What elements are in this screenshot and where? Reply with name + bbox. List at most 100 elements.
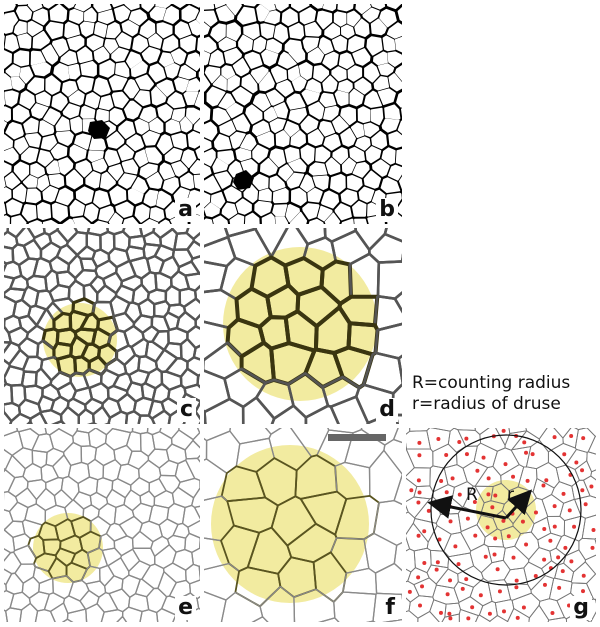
cell <box>5 455 25 477</box>
cell <box>409 596 434 619</box>
cell <box>197 593 200 614</box>
cell-center-dot <box>512 556 516 560</box>
cell-center-dot <box>475 469 479 473</box>
cell <box>505 431 527 450</box>
cell <box>364 533 397 573</box>
cell <box>342 25 354 37</box>
cell <box>155 545 176 569</box>
cell-center-dot <box>409 488 413 492</box>
cell <box>205 399 244 424</box>
cell <box>67 232 87 255</box>
cell <box>18 34 31 48</box>
cell <box>10 592 30 610</box>
cell-center-dot <box>557 586 561 590</box>
cell-center-dot <box>543 583 547 587</box>
cell <box>582 515 596 539</box>
cell <box>183 505 200 527</box>
cell <box>204 428 231 441</box>
cell <box>406 449 433 468</box>
cell <box>418 612 442 623</box>
cell <box>124 490 141 511</box>
cell <box>90 492 107 509</box>
cell <box>53 204 68 222</box>
cell-center-dot <box>422 561 426 565</box>
cell-mosaic-e <box>4 428 200 622</box>
cell-center-dot <box>561 569 565 573</box>
cell-center-dot <box>572 525 576 529</box>
cell-center-dot <box>418 491 422 495</box>
cell <box>29 592 49 611</box>
cell-center-dot <box>584 502 588 506</box>
cell-center-dot <box>418 603 422 607</box>
cell-center-dot <box>451 476 455 480</box>
cell <box>79 409 94 424</box>
cell-center-dot <box>504 462 508 466</box>
cell-center-dot <box>436 560 440 564</box>
cell-center-dot <box>453 544 457 548</box>
cell-center-dot <box>487 476 491 480</box>
cell-center-dot <box>581 436 585 440</box>
cell <box>121 549 140 571</box>
cell <box>81 259 97 271</box>
panel-g: Rr g <box>406 428 596 622</box>
cell <box>129 594 149 612</box>
cell <box>533 479 554 500</box>
cell <box>19 429 39 450</box>
cell <box>430 466 448 492</box>
panel-label-d: d <box>376 398 398 422</box>
cell <box>14 545 37 564</box>
cell <box>575 496 596 519</box>
cell-center-dot <box>464 577 468 581</box>
cell <box>81 423 100 424</box>
cell <box>172 134 186 149</box>
cell <box>370 450 403 502</box>
cell <box>133 285 149 305</box>
cell-center-dot <box>591 546 595 550</box>
cell-center-dot <box>580 468 584 472</box>
cell <box>67 609 86 622</box>
cell-center-dot <box>562 452 566 456</box>
cell <box>159 475 180 493</box>
cell <box>189 132 201 148</box>
cell <box>157 609 176 622</box>
cell <box>61 407 79 424</box>
counting-radius-label: R <box>466 485 478 505</box>
cell <box>81 446 96 465</box>
cell-center-dot <box>458 493 462 497</box>
cell <box>384 440 402 475</box>
cell <box>372 109 383 125</box>
cell-center-dot <box>408 590 412 594</box>
cell <box>343 621 385 622</box>
cell-center-dot <box>466 517 470 521</box>
cell-mosaic-a <box>4 4 200 224</box>
cell-mosaic-b <box>204 4 402 224</box>
cell <box>47 421 68 424</box>
cell-center-dot <box>524 542 528 546</box>
cell-center-dot <box>502 609 506 613</box>
cell <box>80 590 99 609</box>
cell-center-dot <box>448 578 452 582</box>
cell <box>231 617 279 622</box>
cell-center-dot <box>522 605 526 609</box>
cell-center-dot <box>493 553 497 557</box>
panel-label-c: c <box>177 398 196 422</box>
cell <box>14 51 28 66</box>
cell <box>376 564 403 595</box>
cell <box>185 441 200 459</box>
cell <box>100 96 113 110</box>
cell-mosaic-d <box>204 228 402 424</box>
cell <box>19 422 35 424</box>
cell <box>378 261 402 298</box>
cell <box>406 497 430 518</box>
cell <box>461 525 486 551</box>
cell-center-dot <box>417 478 421 482</box>
cell-center-dot <box>486 492 490 496</box>
cell-center-dot <box>507 534 511 538</box>
cell-center-dot <box>486 525 490 529</box>
cell <box>359 107 370 122</box>
cell <box>575 428 595 452</box>
cell <box>4 107 10 121</box>
cell <box>194 428 200 433</box>
cell-center-dot <box>496 567 500 571</box>
cell-center-dot <box>444 453 448 457</box>
